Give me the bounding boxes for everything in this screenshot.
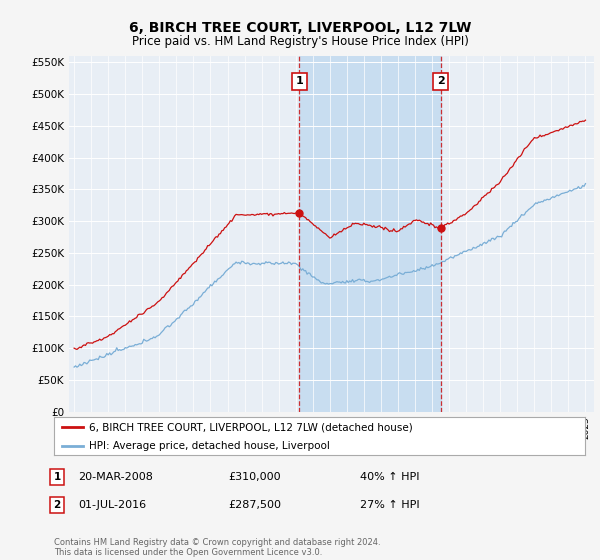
Bar: [299, 56, 440, 412]
Text: Contains HM Land Registry data © Crown copyright and database right 2024.
This d: Contains HM Land Registry data © Crown c…: [54, 538, 380, 557]
Text: 2: 2: [53, 500, 61, 510]
Text: 40% ↑ HPI: 40% ↑ HPI: [360, 472, 419, 482]
Text: 1: 1: [53, 472, 61, 482]
Text: 2: 2: [437, 76, 445, 86]
Text: 6, BIRCH TREE COURT, LIVERPOOL, L12 7LW: 6, BIRCH TREE COURT, LIVERPOOL, L12 7LW: [129, 21, 471, 35]
Text: £287,500: £287,500: [228, 500, 281, 510]
Text: 20-MAR-2008: 20-MAR-2008: [78, 472, 153, 482]
Text: 6, BIRCH TREE COURT, LIVERPOOL, L12 7LW (detached house): 6, BIRCH TREE COURT, LIVERPOOL, L12 7LW …: [89, 422, 412, 432]
Text: HPI: Average price, detached house, Liverpool: HPI: Average price, detached house, Live…: [89, 441, 329, 451]
Text: 1: 1: [296, 76, 304, 86]
Text: Price paid vs. HM Land Registry's House Price Index (HPI): Price paid vs. HM Land Registry's House …: [131, 35, 469, 48]
Text: 01-JUL-2016: 01-JUL-2016: [78, 500, 146, 510]
Text: 27% ↑ HPI: 27% ↑ HPI: [360, 500, 419, 510]
Text: £310,000: £310,000: [228, 472, 281, 482]
